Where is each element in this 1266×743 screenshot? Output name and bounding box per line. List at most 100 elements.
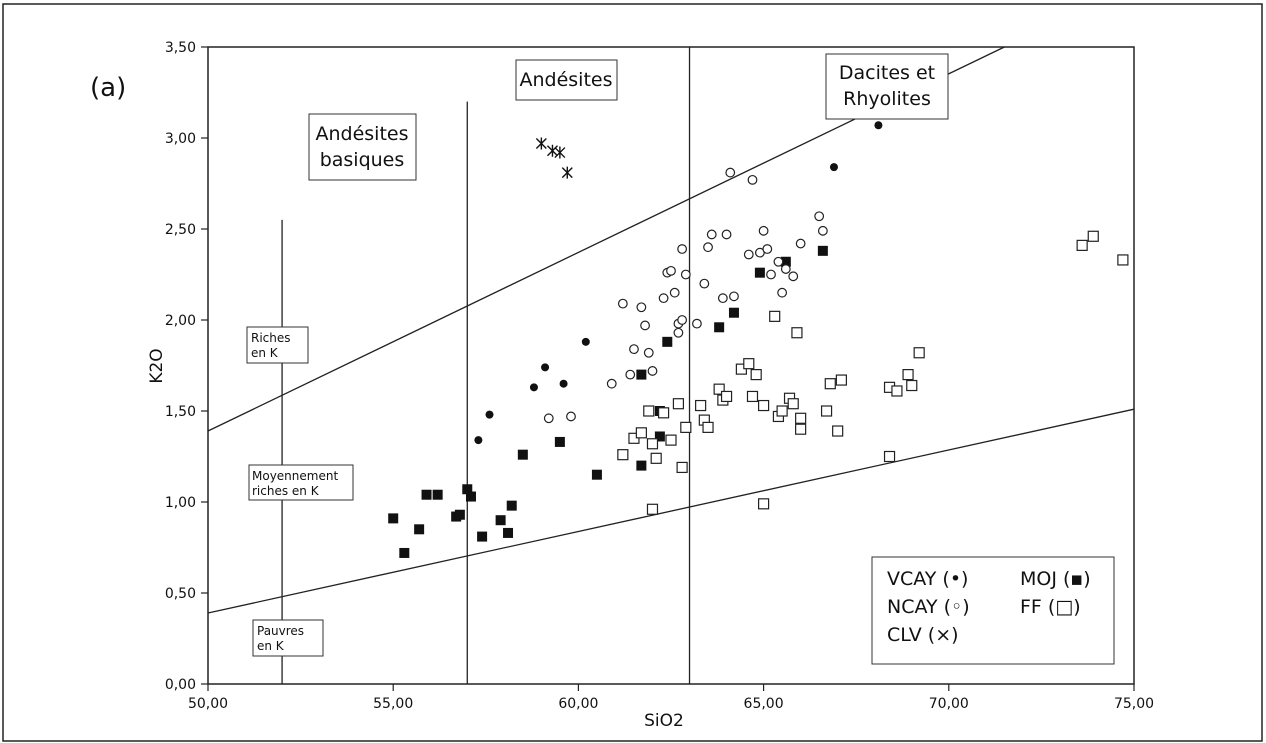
ncay-point — [743, 249, 754, 260]
ncay-point — [795, 238, 806, 249]
outer-frame — [2, 3, 1263, 742]
moj-point — [754, 267, 765, 278]
moj-point — [780, 256, 791, 267]
field-label-dacites-rhyolites: Dacites et Rhyolites — [825, 53, 949, 120]
vcay-point — [874, 121, 883, 130]
ncay-point — [747, 174, 758, 185]
ff-point — [702, 421, 714, 433]
ff-point — [695, 399, 707, 412]
moj-point — [728, 307, 739, 318]
ff-point — [650, 452, 662, 464]
data-points — [388, 121, 1129, 558]
legend-item-moj: MOJ (▪) — [1020, 568, 1091, 590]
ff-point — [820, 405, 833, 417]
moj-point — [388, 513, 399, 524]
ff-point — [672, 398, 685, 410]
moj-point — [462, 484, 473, 495]
field-label-line: Riches — [251, 331, 291, 345]
y-tick-label: 2,50 — [165, 222, 196, 238]
ff-point — [635, 427, 647, 439]
ncay-point — [566, 411, 576, 422]
field-label-andesites: Andésites — [515, 59, 618, 101]
clv-point — [561, 166, 573, 179]
ncay-point — [766, 269, 776, 280]
field-label-line: riches en K — [252, 484, 320, 498]
ff-point — [835, 374, 847, 386]
moj-point — [817, 245, 828, 256]
moj-point — [636, 369, 647, 380]
field-label-line: Rhyolites — [843, 88, 931, 110]
ff-point — [883, 450, 896, 463]
ncay-point — [758, 225, 769, 236]
x-tick-label: 65,00 — [744, 696, 784, 712]
ncay-point — [629, 344, 639, 355]
moj-point — [591, 469, 602, 480]
moj-point — [477, 531, 488, 542]
moj-point — [636, 460, 647, 471]
ncay-point — [606, 378, 617, 389]
ff-point — [720, 390, 733, 403]
field-label-line: basiques — [320, 149, 405, 171]
moj-point — [506, 500, 517, 511]
ff-point — [795, 412, 807, 424]
ff-point — [746, 390, 759, 403]
ff-point — [617, 449, 629, 461]
y-axis-label: K2O — [147, 348, 167, 383]
moj-point — [454, 509, 465, 520]
moj-point — [654, 431, 665, 442]
moj-point — [503, 527, 514, 538]
ncay-point — [666, 265, 676, 276]
vcay-point — [559, 379, 568, 388]
ncay-point — [677, 244, 688, 254]
ncay-point — [721, 229, 732, 240]
field-label-line: en K — [257, 639, 285, 653]
ff-point — [646, 438, 659, 450]
ff-point — [657, 407, 670, 419]
ncay-point — [673, 327, 684, 338]
ncay-point — [617, 298, 628, 309]
ff-point — [680, 421, 692, 433]
ncay-point — [777, 287, 788, 298]
ncay-point — [692, 318, 702, 329]
ncay-point — [699, 278, 710, 289]
ncay-point — [717, 293, 728, 304]
field-label-line: Andésites — [315, 123, 408, 145]
ff-point — [643, 405, 655, 417]
panel-label: (a) — [90, 73, 126, 103]
ff-point — [1087, 230, 1099, 242]
ncay-point — [703, 242, 713, 253]
field-label-line: Dacites et — [839, 62, 935, 84]
y-tick-label: 0,50 — [165, 586, 196, 602]
y-tick-label: 3,50 — [165, 40, 196, 56]
ncay-point — [814, 211, 825, 222]
moj-point — [495, 515, 506, 526]
moj-point — [414, 524, 425, 535]
legend: VCAY (•) MOJ (▪) NCAY (◦) FF (□) CLV (×) — [871, 556, 1115, 665]
moj-point — [399, 547, 410, 558]
clv-point — [535, 137, 547, 150]
y-tick-label: 1,50 — [165, 404, 196, 420]
y-tick-label: 3,00 — [165, 131, 196, 147]
ncay-point — [669, 287, 680, 298]
ff-point — [769, 310, 781, 322]
ff-point — [646, 503, 659, 515]
field-label-line: en K — [251, 346, 279, 360]
ff-point — [902, 369, 914, 381]
vcay-point — [529, 383, 538, 392]
field-label-line: Andésites — [519, 69, 612, 91]
x-tick-label: 70,00 — [929, 696, 969, 712]
ncay-point — [636, 302, 647, 313]
ncay-point — [788, 271, 799, 282]
moj-point — [432, 489, 443, 500]
ff-point — [787, 398, 799, 410]
ff-point — [1076, 239, 1088, 251]
axis-ticks: 50,00 55,00 60,00 65,00 70,00 75,00 0,00 0,50 1,… — [165, 40, 1154, 712]
x-tick-label: 60,00 — [558, 696, 598, 712]
ff-point — [676, 461, 688, 474]
y-tick-label: 2,00 — [165, 313, 196, 329]
ncay-point — [725, 167, 736, 178]
x-axis-label: SiO2 — [644, 711, 684, 731]
ff-point — [913, 347, 925, 359]
ncay-point — [643, 347, 654, 358]
